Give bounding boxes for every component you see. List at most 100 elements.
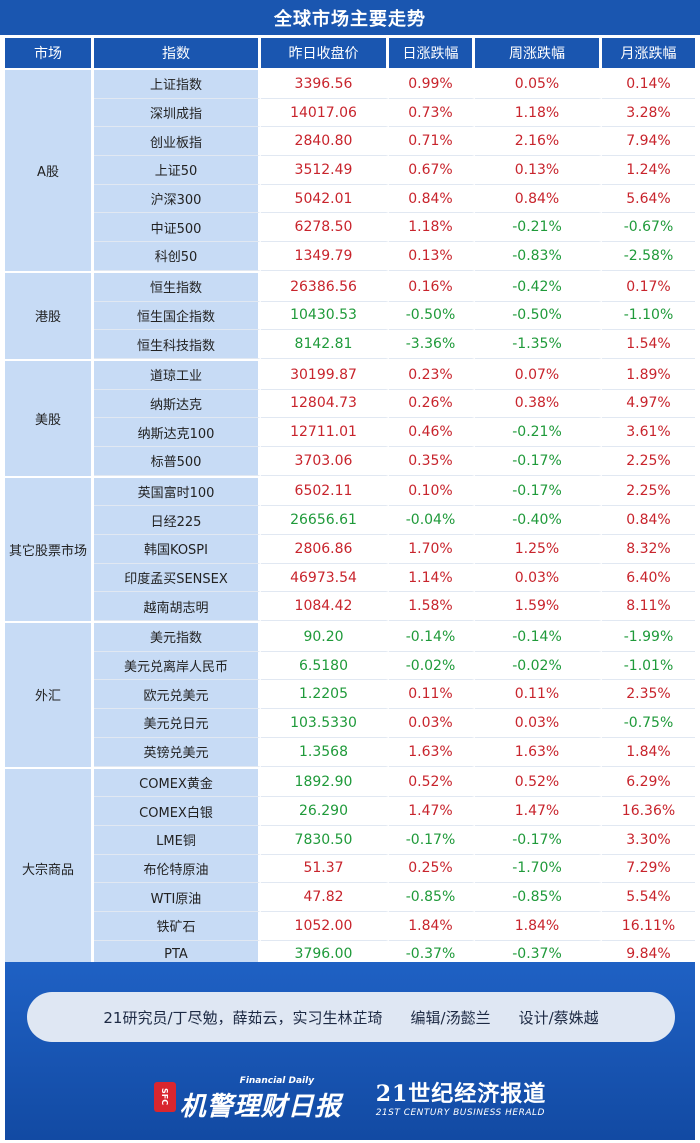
- weekly-change-cell: -0.42%: [475, 272, 602, 302]
- daily-change-cell: -0.14%: [389, 623, 475, 652]
- index-name-cell: 深圳成指: [94, 98, 261, 128]
- index-name-cell: 铁矿石: [94, 911, 261, 941]
- weekly-change-cell: -0.14%: [475, 623, 602, 652]
- index-name-cell: 英国富时100: [94, 477, 261, 507]
- table-row: 铁矿石 1052.00 1.84% 1.84% 16.11%: [94, 911, 695, 941]
- index-name-cell: 创业板指: [94, 127, 261, 157]
- daily-change-cell: -0.17%: [389, 825, 475, 855]
- close-price-cell: 1.3568: [261, 737, 389, 767]
- weekly-change-cell: -0.83%: [475, 242, 602, 271]
- daily-change-cell: -0.50%: [389, 301, 475, 331]
- monthly-change-cell: 0.14%: [602, 70, 695, 99]
- daily-change-cell: 0.46%: [389, 418, 475, 447]
- market-label: A股: [5, 70, 94, 271]
- table-row: 布伦特原油 51.37 0.25% -1.70% 7.29%: [94, 854, 695, 884]
- weekly-change-cell: -0.85%: [475, 883, 602, 912]
- market-label: 港股: [5, 272, 94, 359]
- daily-change-cell: -0.04%: [389, 506, 475, 535]
- close-price-cell: 30199.87: [261, 360, 389, 390]
- close-price-cell: 6502.11: [261, 477, 389, 507]
- weekly-change-cell: 1.63%: [475, 737, 602, 767]
- table-row: COMEX黄金 1892.90 0.52% 0.52% 6.29%: [94, 768, 695, 798]
- market-group: 港股 恒生指数 26386.56 0.16% -0.42% 0.17% 恒生国企指数 1043…: [5, 272, 695, 361]
- daily-change-cell: 0.25%: [389, 854, 475, 884]
- index-name-cell: COMEX黄金: [94, 768, 261, 798]
- daily-change-cell: 1.58%: [389, 592, 475, 622]
- daily-change-cell: 1.63%: [389, 737, 475, 767]
- market-table: A股 上证指数 3396.56 0.99% 0.05% 0.14% 深圳成指 14017.06…: [5, 70, 695, 972]
- financial-daily-logo: SFC Financial Daily 机警理财日报: [153, 1072, 342, 1123]
- sfc-badge-icon: SFC: [153, 1082, 176, 1112]
- weekly-change-cell: 0.07%: [475, 360, 602, 390]
- weekly-change-cell: -0.17%: [475, 477, 602, 507]
- header-weekly: 周涨跌幅: [475, 38, 602, 68]
- close-price-cell: 3703.06: [261, 446, 389, 476]
- daily-change-cell: 0.16%: [389, 272, 475, 302]
- market-label: 外汇: [5, 623, 94, 767]
- index-name-cell: 纳斯达克: [94, 389, 261, 419]
- monthly-change-cell: 7.29%: [602, 854, 695, 884]
- monthly-change-cell: 1.89%: [602, 360, 695, 390]
- table-row: 越南胡志明 1084.42 1.58% 1.59% 8.11%: [94, 592, 695, 622]
- weekly-change-cell: -1.70%: [475, 854, 602, 884]
- index-name-cell: 上证指数: [94, 70, 261, 99]
- monthly-change-cell: 2.25%: [602, 446, 695, 476]
- index-name-cell: 美元兑离岸人民币: [94, 651, 261, 681]
- monthly-change-cell: 4.97%: [602, 389, 695, 419]
- table-row: 上证50 3512.49 0.67% 0.13% 1.24%: [94, 156, 695, 185]
- table-row: WTI原油 47.82 -0.85% -0.85% 5.54%: [94, 883, 695, 912]
- close-price-cell: 1.2205: [261, 680, 389, 710]
- logo2-sub: 21ST CENTURY BUSINESS HERALD: [375, 1108, 545, 1118]
- close-price-cell: 2840.80: [261, 127, 389, 157]
- close-price-cell: 90.20: [261, 623, 389, 652]
- credits: 21研究员/丁尽勉，薛茹云，实习生林芷琦 编辑/汤懿兰 设计/蔡姝越: [27, 992, 675, 1042]
- weekly-change-cell: -0.02%: [475, 651, 602, 681]
- index-name-cell: 道琼工业: [94, 360, 261, 390]
- century-herald-logo: 21世纪经济报道 21ST CENTURY BUSINESS HERALD: [376, 1076, 547, 1118]
- close-price-cell: 26656.61: [261, 506, 389, 535]
- close-price-cell: 2806.86: [261, 535, 389, 564]
- close-price-cell: 7830.50: [261, 825, 389, 855]
- close-price-cell: 12711.01: [261, 418, 389, 447]
- weekly-change-cell: -0.50%: [475, 301, 602, 331]
- market-group: 其它股票市场 英国富时100 6502.11 0.10% -0.17% 2.25% 日经22…: [5, 477, 695, 624]
- close-price-cell: 10430.53: [261, 301, 389, 331]
- daily-change-cell: -0.85%: [389, 883, 475, 912]
- index-name-cell: 韩国KOSPI: [94, 535, 261, 564]
- monthly-change-cell: -1.10%: [602, 301, 695, 331]
- index-name-cell: 恒生指数: [94, 272, 261, 302]
- weekly-change-cell: -0.17%: [475, 446, 602, 476]
- index-name-cell: 科创50: [94, 242, 261, 271]
- index-name-cell: 美元指数: [94, 623, 261, 652]
- table-row: 印度孟买SENSEX 46973.54 1.14% 0.03% 6.40%: [94, 563, 695, 593]
- table-row: 美元指数 90.20 -0.14% -0.14% -1.99%: [94, 623, 695, 652]
- daily-change-cell: 0.03%: [389, 709, 475, 738]
- monthly-change-cell: 1.24%: [602, 156, 695, 185]
- weekly-change-cell: -0.40%: [475, 506, 602, 535]
- daily-change-cell: -3.36%: [389, 330, 475, 359]
- index-name-cell: WTI原油: [94, 883, 261, 912]
- index-name-cell: 沪深300: [94, 184, 261, 214]
- close-price-cell: 46973.54: [261, 563, 389, 593]
- market-group: 大宗商品 COMEX黄金 1892.90 0.52% 0.52% 6.29% COMEX白银…: [5, 768, 695, 972]
- monthly-change-cell: 3.61%: [602, 418, 695, 447]
- daily-change-cell: 0.84%: [389, 184, 475, 214]
- weekly-change-cell: 0.05%: [475, 70, 602, 99]
- logo1-sub: Financial Daily: [239, 1075, 315, 1086]
- credit-research: 21研究员/丁尽勉，薛茹云，实习生林芷琦: [103, 1008, 383, 1027]
- table-row: 英镑兑美元 1.3568 1.63% 1.63% 1.84%: [94, 737, 695, 767]
- daily-change-cell: 1.70%: [389, 535, 475, 564]
- weekly-change-cell: 0.13%: [475, 156, 602, 185]
- index-name-cell: 越南胡志明: [94, 592, 261, 622]
- weekly-change-cell: -0.17%: [475, 825, 602, 855]
- close-price-cell: 47.82: [261, 883, 389, 912]
- monthly-change-cell: 5.54%: [602, 883, 695, 912]
- monthly-change-cell: 3.28%: [602, 98, 695, 128]
- weekly-change-cell: 0.03%: [475, 709, 602, 738]
- table-row: 日经225 26656.61 -0.04% -0.40% 0.84%: [94, 506, 695, 535]
- daily-change-cell: -0.02%: [389, 651, 475, 681]
- table-row: 道琼工业 30199.87 0.23% 0.07% 1.89%: [94, 360, 695, 390]
- index-name-cell: 布伦特原油: [94, 854, 261, 884]
- weekly-change-cell: 0.11%: [475, 680, 602, 710]
- monthly-change-cell: -2.58%: [602, 242, 695, 271]
